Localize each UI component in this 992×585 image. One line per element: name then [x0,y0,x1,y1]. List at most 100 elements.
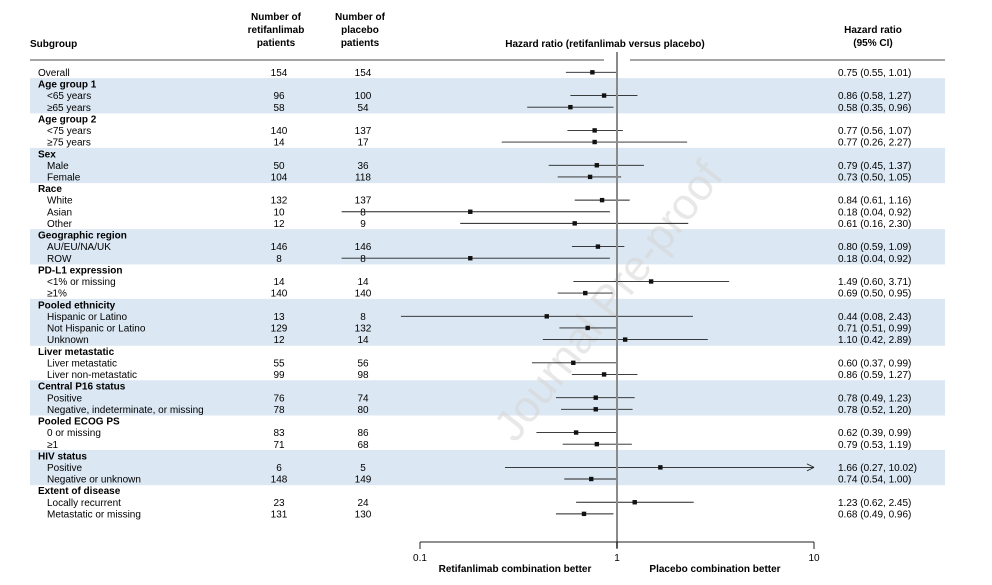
group-label: Age group 1 [38,80,97,91]
hr-point [572,221,577,226]
subgroup-label: ROW [47,254,72,265]
hr-ci-text: 0.18 (0.04, 0.92) [838,207,911,218]
hr-point [573,430,579,435]
hr-point [648,279,654,284]
group-label: PD-L1 expression [38,265,122,276]
subgroup-label: Other [47,219,73,230]
hr-ci-text: 0.79 (0.45, 1.37) [838,161,911,172]
hr-ci-text: 0.77 (0.26, 2.27) [838,138,911,149]
n-placebo: 5 [360,463,366,474]
subgroup-label: Male [47,161,69,172]
subgroup-label: Female [47,172,81,183]
subgroup-label: Overall [38,68,70,79]
x-label-left: Retifanlimab combination better [439,564,592,575]
n-placebo: 54 [357,103,369,114]
hr-point [594,163,600,168]
x-tick-label: 10 [808,553,820,564]
hr-point [590,70,595,75]
n-placebo: 8 [360,254,366,265]
hr-ci-text: 0.68 (0.49, 0.96) [838,509,911,520]
header-placebo-line3: patients [341,38,380,49]
n-placebo: 137 [355,126,372,137]
subgroup-label: Locally recurrent [47,498,121,509]
group-label: Extent of disease [38,486,121,497]
n-retifanlimab: 50 [273,161,285,172]
n-placebo: 100 [355,91,372,102]
hr-point [589,476,594,482]
n-placebo: 17 [357,138,369,149]
subgroup-label: Negative or unknown [47,475,141,486]
hr-ci-text: 0.69 (0.50, 0.95) [838,289,911,300]
header: Subgroup Number of retifanlimab patients… [30,12,902,50]
n-retifanlimab: 71 [273,440,285,451]
n-placebo: 68 [357,440,369,451]
header-retif-line3: patients [257,38,296,49]
x-axis: 0.1 1 10 Retifanlimab combination better Pla… [413,52,820,575]
hr-ci-text: 0.77 (0.56, 1.07) [838,126,911,137]
group-label: Sex [38,149,56,160]
hr-ci-text: 0.61 (0.16, 2.30) [838,219,911,230]
n-placebo: 118 [355,172,371,183]
n-retifanlimab: 76 [273,393,285,404]
n-placebo: 146 [355,242,372,253]
hr-ci-text: 0.73 (0.50, 1.05) [838,172,911,183]
n-retifanlimab: 140 [271,126,288,137]
n-retifanlimab: 6 [276,463,282,474]
n-placebo: 24 [357,498,369,509]
subgroup-label: Metastatic or missing [47,509,141,520]
n-retifanlimab: 14 [273,277,285,288]
subgroup-label: AU/EU/NA/UK [47,242,111,253]
hr-point [592,139,597,145]
subgroup-label: ≥1% [47,289,67,300]
n-placebo: 149 [355,475,372,486]
row-shade [30,333,945,346]
n-retifanlimab: 99 [273,370,285,381]
n-placebo: 74 [357,393,369,404]
group-label: HIV status [38,451,87,462]
n-placebo: 8 [360,312,366,323]
row-shade [30,101,945,114]
row-shade [30,461,945,474]
header-plot-title: Hazard ratio (retifanlimab versus placeb… [505,39,705,50]
hr-ci-text: 1.10 (0.42, 2.89) [838,335,911,346]
subgroup-label: Hispanic or Latino [47,312,127,323]
hr-point [544,314,549,319]
hr-point [568,104,573,110]
subgroup-label: White [47,196,73,207]
x-tick-label: 0.1 [413,553,427,564]
x-tick-label: 1 [614,553,620,564]
n-retifanlimab: 14 [273,138,285,149]
group-label: Race [38,184,62,195]
hr-point [632,500,637,505]
subgroup-label: ≥65 years [47,103,91,114]
hr-ci-text: 0.86 (0.59, 1.27) [838,370,911,381]
subgroup-label: Unknown [47,335,89,346]
row-shade [30,147,945,160]
row-shading [30,78,945,486]
n-placebo: 130 [355,509,372,520]
n-placebo: 56 [357,358,369,369]
n-placebo: 80 [357,405,369,416]
n-retifanlimab: 23 [273,498,285,509]
header-hr-line1: Hazard ratio [844,25,902,36]
n-placebo: 14 [357,277,369,288]
n-placebo: 137 [355,196,372,207]
subgroup-label: Liver metastatic [47,358,117,369]
subgroup-label: <65 years [47,91,91,102]
hr-point [468,256,473,261]
row-shade [30,322,945,335]
group-label: Pooled ECOG PS [38,417,120,428]
subgroup-label: <1% or missing [47,277,116,288]
subgroup-label: <75 years [47,126,91,137]
row-shade [30,298,945,311]
header-retif-line2: retifanlimab [248,25,305,36]
n-placebo: 9 [360,219,366,230]
subgroup-label: Liver non-metastatic [47,370,137,381]
hr-ci-text: 1.23 (0.62, 2.45) [838,498,911,509]
hr-ci-text: 0.71 (0.51, 0.99) [838,324,911,335]
header-hr-line2: (95% CI) [853,38,892,49]
subgroup-label: Negative, indeterminate, or missing [47,405,204,416]
hr-ci-text: 0.58 (0.35, 0.96) [838,103,911,114]
hr-point [601,93,607,98]
